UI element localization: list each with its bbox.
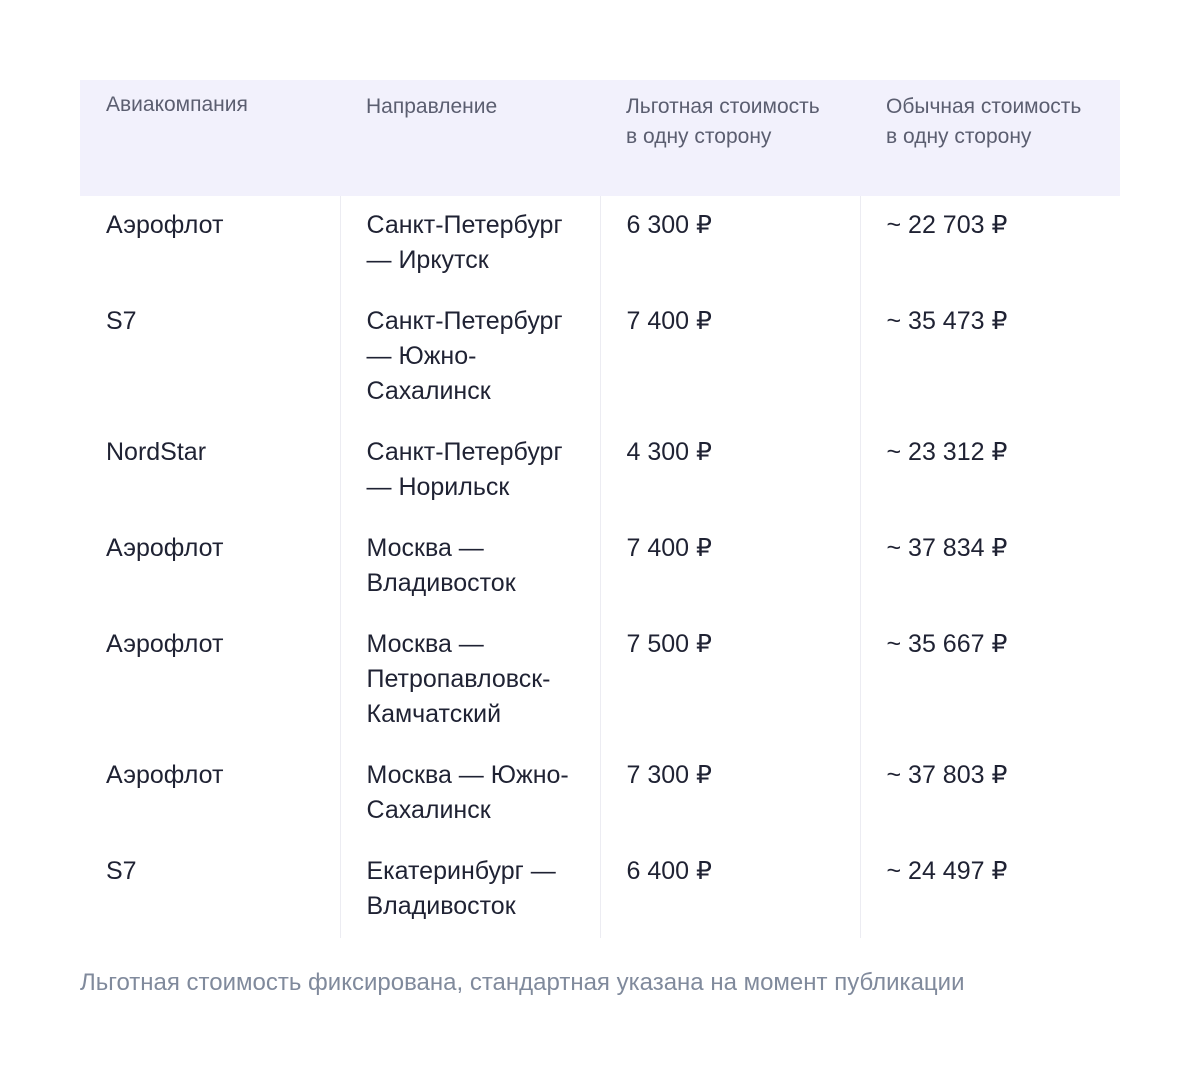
cell-regular-price: ~ 24 497 ₽ [859, 842, 1120, 938]
header-route: Направление [340, 80, 600, 196]
cell-route: Санкт-Петербург — Норильск [339, 423, 600, 519]
table-row: S7 Екатеринбург — Владивосток 6 400 ₽ ~ … [80, 842, 1120, 938]
cell-regular-price: ~ 37 803 ₽ [859, 746, 1120, 842]
fares-table-container: Авиакомпания Направление Льготная стоимо… [80, 80, 1120, 938]
cell-discount-price: 7 300 ₽ [599, 746, 860, 842]
cell-regular-price: ~ 35 473 ₽ [859, 292, 1120, 423]
cell-discount-price: 6 400 ₽ [599, 842, 860, 938]
table-row: S7 Санкт-Петербург — Южно-Сахалинск 7 40… [80, 292, 1120, 423]
cell-airline: Аэрофлот [106, 761, 224, 789]
cell-regular-price: ~ 23 312 ₽ [859, 423, 1120, 519]
cell-airline: Аэрофлот [106, 534, 224, 562]
header-airline: Авиакомпания [80, 80, 340, 196]
header-discount-price: Льготная стоимость в одну сторону [600, 80, 860, 196]
cell-regular-price: ~ 35 667 ₽ [859, 615, 1120, 746]
table-row: Аэрофлот Москва — Владивосток 7 400 ₽ ~ … [80, 519, 1120, 615]
cell-discount-price: 7 400 ₽ [599, 292, 860, 423]
cell-discount-price: 7 400 ₽ [599, 519, 860, 615]
table-footnote: Льготная стоимость фиксирована, стандарт… [80, 969, 965, 996]
header-regular-price: Обычная стоимость в одну сторону [860, 80, 1120, 196]
cell-airline: Аэрофлот [106, 630, 224, 658]
cell-route: Санкт-Петербург — Иркутск [339, 196, 600, 292]
table-row: Аэрофлот Москва — Южно-Сахалинск 7 300 ₽… [80, 746, 1120, 842]
header-row: Авиакомпания Направление Льготная стоимо… [80, 80, 1120, 196]
table-row: Аэрофлот Москва — Петропавловск-Камчатск… [80, 615, 1120, 746]
cell-airline: Аэрофлот [106, 211, 224, 239]
table-row: NordStar Санкт-Петербург — Норильск 4 30… [80, 423, 1120, 519]
cell-airline: S7 [106, 307, 137, 335]
cell-route: Москва — Владивосток [339, 519, 600, 615]
cell-route: Екатеринбург — Владивосток [339, 842, 600, 938]
table-body: Аэрофлот Санкт-Петербург — Иркутск 6 300… [80, 196, 1120, 938]
cell-route: Санкт-Петербург — Южно-Сахалинск [339, 292, 600, 423]
cell-airline: S7 [106, 857, 137, 885]
cell-airline: NordStar [106, 438, 207, 466]
cell-regular-price: ~ 22 703 ₽ [859, 196, 1120, 292]
cell-discount-price: 7 500 ₽ [599, 615, 860, 746]
table-header: Авиакомпания Направление Льготная стоимо… [80, 80, 1120, 196]
cell-discount-price: 4 300 ₽ [599, 423, 860, 519]
cell-discount-price: 6 300 ₽ [599, 196, 860, 292]
cell-regular-price: ~ 37 834 ₽ [859, 519, 1120, 615]
fares-table: Авиакомпания Направление Льготная стоимо… [80, 80, 1120, 938]
cell-route: Москва — Южно-Сахалинск [339, 746, 600, 842]
cell-route: Москва — Петропавловск-Камчатский [339, 615, 600, 746]
table-row: Аэрофлот Санкт-Петербург — Иркутск 6 300… [80, 196, 1120, 292]
